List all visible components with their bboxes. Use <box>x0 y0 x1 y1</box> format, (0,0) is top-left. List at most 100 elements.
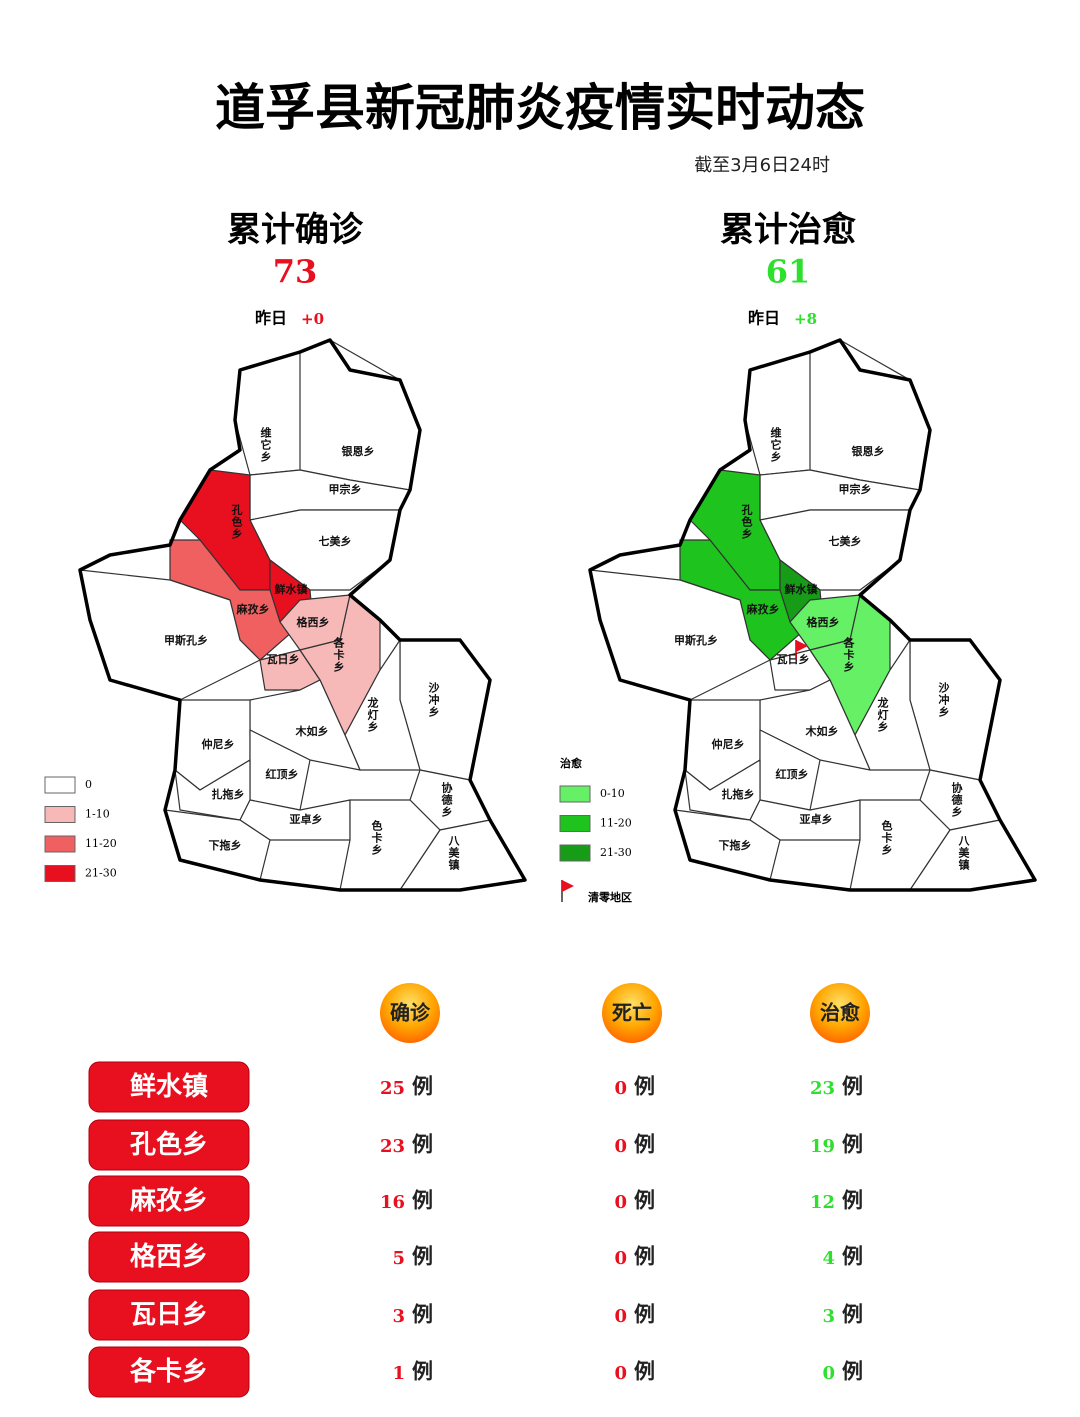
cell-unit: 例 <box>842 1359 863 1384</box>
yesterday-change: +0 <box>301 310 324 328</box>
cell-value: 0 <box>614 1306 627 1327</box>
cell-value: 16 <box>380 1192 405 1213</box>
region-label: 格西乡 <box>297 615 330 629</box>
region-label: 七美乡 <box>319 534 352 548</box>
region-label: 甲宗乡 <box>839 482 872 496</box>
cell-value: 5 <box>392 1248 405 1269</box>
legend-label: 21-30 <box>85 867 117 880</box>
region-label: 亚卓乡 <box>800 812 833 826</box>
row-label: 格西乡 <box>130 1241 208 1272</box>
region-label: 八美镇 <box>957 835 971 871</box>
legend-swatch <box>559 815 591 832</box>
row-label-bg <box>88 1289 250 1341</box>
region-label: 孔色乡 <box>740 504 753 540</box>
summary-value: 73 <box>273 253 318 291</box>
cell-unit: 例 <box>634 1074 655 1099</box>
cell-value: 3 <box>392 1306 405 1327</box>
region-label: 下拖乡 <box>209 838 242 852</box>
region-label: 甲斯孔乡 <box>164 633 208 647</box>
row-label-bg <box>88 1346 250 1398</box>
legend-flag <box>562 880 574 892</box>
region-label: 仲尼乡 <box>712 737 745 751</box>
column-header: 确诊 <box>390 1001 431 1025</box>
cell-unit: 例 <box>842 1302 863 1327</box>
region-label: 七美乡 <box>829 534 862 548</box>
region <box>299 339 421 491</box>
cell-unit: 例 <box>412 1188 433 1213</box>
legend-label: 11-20 <box>600 817 632 830</box>
column-badge <box>810 983 870 1043</box>
legend-label: 清零地区 <box>588 890 632 904</box>
column-header: 死亡 <box>612 1001 652 1025</box>
region-label: 甲宗乡 <box>329 482 362 496</box>
region-label: 麻孜乡 <box>236 602 270 616</box>
region-label: 麻孜乡 <box>746 602 780 616</box>
cell-value: 0 <box>614 1136 627 1157</box>
cell-unit: 例 <box>412 1132 433 1157</box>
legend-label: 1-10 <box>85 808 110 821</box>
legend-label: 11-20 <box>85 837 117 850</box>
row-label-bg <box>88 1175 250 1227</box>
region-label: 维它乡 <box>769 426 782 463</box>
region-label: 亚卓乡 <box>290 812 323 826</box>
cell-unit: 例 <box>412 1244 433 1269</box>
date: 截至3月6日24时 <box>694 155 830 176</box>
summary-label: 累计治愈 <box>720 210 856 250</box>
region-label: 木如乡 <box>805 724 839 738</box>
cell-value: 19 <box>810 1136 835 1157</box>
cell-value: 4 <box>822 1248 835 1269</box>
column-badge <box>380 983 440 1043</box>
row-label-bg <box>88 1061 250 1113</box>
legend-swatch <box>44 776 76 794</box>
cell-unit: 例 <box>634 1132 655 1157</box>
row-label: 各卡乡 <box>129 1356 208 1387</box>
region-label: 瓦日乡 <box>267 653 300 666</box>
region-label: 鲜水镇 <box>785 582 818 596</box>
region-label: 下拖乡 <box>719 838 752 852</box>
region-label: 维它乡 <box>259 426 272 463</box>
legend-swatch <box>44 806 76 823</box>
column-header: 治愈 <box>820 1001 861 1025</box>
cell-value: 0 <box>614 1078 627 1099</box>
cell-value: 0 <box>614 1248 627 1269</box>
region-label: 龙灯乡 <box>366 696 380 733</box>
cell-unit: 例 <box>842 1074 863 1099</box>
region-label: 瓦日乡 <box>777 653 810 666</box>
region-label: 扎拖乡 <box>722 787 755 801</box>
cell-value: 25 <box>380 1078 405 1099</box>
region-label: 各卡乡 <box>332 636 346 673</box>
flag <box>796 640 808 652</box>
cell-value: 0 <box>614 1192 627 1213</box>
cell-value: 23 <box>810 1078 835 1099</box>
region-label: 红顶乡 <box>776 767 809 781</box>
cell-value: 3 <box>822 1306 835 1327</box>
region-label: 甲斯孔乡 <box>674 633 718 647</box>
yesterday-label: 昨日 <box>748 309 780 328</box>
cell-unit: 例 <box>412 1302 433 1327</box>
summary-value: 61 <box>766 253 811 291</box>
region-label: 红顶乡 <box>266 767 299 781</box>
cell-value: 0 <box>822 1363 835 1384</box>
region-label: 沙冲乡 <box>427 682 440 718</box>
legend-swatch <box>44 835 76 853</box>
legend-swatch <box>559 785 591 803</box>
cell-value: 1 <box>392 1363 405 1384</box>
legend-label: 0 <box>85 778 92 791</box>
legend-title: 治愈 <box>560 756 583 770</box>
cell-value: 12 <box>810 1192 835 1213</box>
region-label: 格西乡 <box>807 615 840 629</box>
region-label: 各卡乡 <box>842 636 856 673</box>
region-label: 银恩乡 <box>852 444 885 458</box>
region-label: 鲜水镇 <box>275 582 308 596</box>
region-label: 龙灯乡 <box>876 696 890 733</box>
region-label: 木如乡 <box>295 724 329 738</box>
cell-unit: 例 <box>842 1188 863 1213</box>
region-label: 协德乡 <box>950 781 964 818</box>
cell-unit: 例 <box>634 1302 655 1327</box>
cell-unit: 例 <box>412 1074 433 1099</box>
row-label: 麻孜乡 <box>129 1186 208 1216</box>
row-label-bg <box>88 1119 250 1171</box>
row-label: 鲜水镇 <box>130 1072 208 1102</box>
